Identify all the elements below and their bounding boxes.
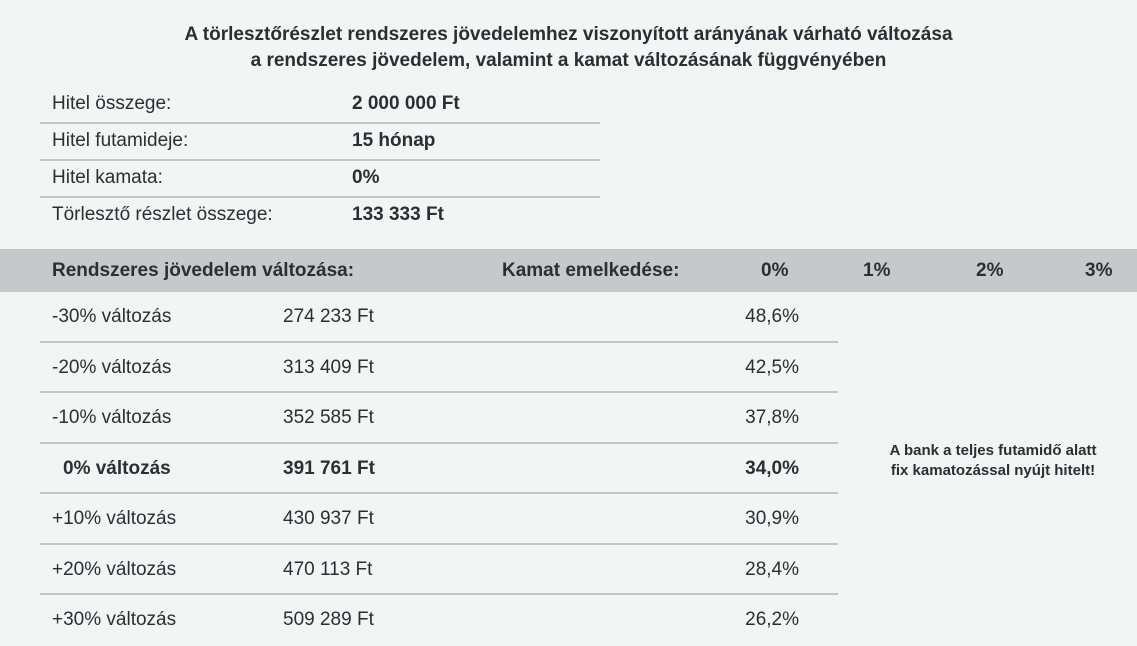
income-value: 352 585 Ft [283,407,374,428]
note-line-1: A bank a teljes futamidő alatt [889,442,1097,459]
rate-column-1: 1% [863,260,891,281]
income-change-label: -10% változás [52,407,172,428]
installment-label: Törlesztő részlet összege: [52,204,273,225]
loan-term-label: Hitel futamideje: [52,130,189,151]
income-value: 391 761 Ft [283,457,375,479]
loan-term-row: Hitel futamideje: 15 hónap [40,124,600,161]
ratio-value: 28,4% [745,558,799,580]
loan-rate-value: 0% [352,167,380,188]
rate-column-2: 2% [976,260,1004,281]
title-line-2: a rendszeres jövedelem, valamint a kamat… [250,50,887,71]
ratio-value: 37,8% [745,407,799,428]
loan-info-table: Hitel összege: 2 000 000 Ft Hitel futami… [40,87,600,235]
table-header: Rendszeres jövedelem változása: Kamat em… [0,249,1137,292]
ratio-value: 34,0% [745,457,799,479]
income-change-label: +20% változás [52,558,177,580]
note-line-2: fix kamatozással nyújt hitelt! [890,462,1096,479]
income-value: 430 937 Ft [283,508,374,529]
ratio-value: 48,6% [745,306,799,327]
table-row: -10% változás 352 585 Ft 37,8% [40,393,838,444]
rate-column-3: 3% [1085,260,1113,281]
rate-increase-header: Kamat emelkedése: [502,260,680,281]
income-change-label: +10% változás [52,508,177,529]
ratio-value: 30,9% [745,508,799,529]
income-change-header: Rendszeres jövedelem változása: [52,260,355,281]
table-row: +10% változás 430 937 Ft 30,9% [40,494,838,545]
loan-amount-label: Hitel összege: [52,93,172,114]
loan-amount-row: Hitel összege: 2 000 000 Ft [40,87,600,124]
table-row-baseline: 0% változás 391 761 Ft 34,0% [40,444,838,494]
income-change-label: -30% változás [52,306,172,327]
installment-value: 133 333 Ft [352,204,444,225]
fixed-rate-note: A bank a teljes futamidő alatt fix kamat… [862,441,1124,481]
income-value: 274 233 Ft [283,306,374,327]
title-line-1: A törlesztőrészlet rendszeres jövedelemh… [184,24,953,45]
income-value: 509 289 Ft [283,609,374,630]
table-row: +30% változás 509 289 Ft 26,2% [40,595,838,646]
ratio-value: 42,5% [745,356,799,378]
table-row: +20% változás 470 113 Ft 28,4% [40,545,838,595]
income-change-label: -20% változás [52,356,172,378]
ratio-value: 26,2% [745,609,799,630]
installment-row: Törlesztő részlet összege: 133 333 Ft [40,198,600,235]
page-title: A törlesztőrészlet rendszeres jövedelemh… [0,22,1137,74]
ratio-table-body: -30% változás 274 233 Ft 48,6% -20% vált… [40,292,838,646]
income-value: 313 409 Ft [283,356,374,378]
table-row: -20% változás 313 409 Ft 42,5% [40,343,838,393]
rate-column-0: 0% [761,260,789,281]
income-value: 470 113 Ft [283,558,373,580]
loan-amount-value: 2 000 000 Ft [352,93,460,114]
loan-rate-row: Hitel kamata: 0% [40,161,600,198]
loan-term-value: 15 hónap [352,130,436,151]
loan-rate-label: Hitel kamata: [52,167,163,188]
income-change-label: +30% változás [52,609,177,630]
income-change-label: 0% változás [63,457,171,479]
table-row: -30% változás 274 233 Ft 48,6% [40,292,838,343]
